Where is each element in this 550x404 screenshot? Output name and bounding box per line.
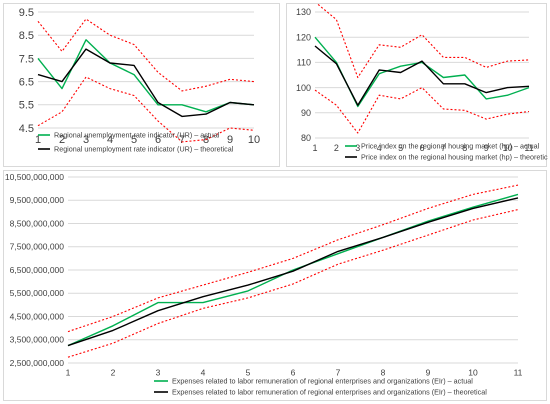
x-tick-label: 8 xyxy=(462,143,467,153)
x-tick-label: 2 xyxy=(111,368,116,378)
x-tick-label: 4 xyxy=(107,134,113,146)
chart-panel-unemployment: 4.5 5.5 6.5 7.5 8.5 9.5 1 2 3 4 5 6 7 8 9 10 Regional un… xyxy=(3,3,280,167)
x-tick-label: 4 xyxy=(377,143,382,153)
y-tick-label: 100 xyxy=(296,83,311,93)
series-line-upper xyxy=(37,18,255,92)
y-tick-label: 5.5 xyxy=(19,100,34,112)
x-tick-label: 10 xyxy=(468,368,478,378)
legend-label-actual: Price index on the regional housing mark… xyxy=(361,142,540,151)
y-tick-label: 90 xyxy=(301,108,311,118)
y-tick-label: 130 xyxy=(296,7,311,17)
x-tick-label: 3 xyxy=(355,143,360,153)
series-line-upper xyxy=(316,4,530,79)
series-line-actual xyxy=(67,193,519,347)
x-tick-label: 1 xyxy=(35,134,41,146)
x-tick-label: 9 xyxy=(426,368,431,378)
labor-expenses-chart: 2,500,000,000 3,500,000,000 4,500,000,000 5… xyxy=(5,172,523,397)
x-tick-label: 9 xyxy=(484,143,489,153)
series-line-lower xyxy=(314,87,530,134)
x-tick-label: 7 xyxy=(441,143,446,153)
x-tick-label: 5 xyxy=(398,143,403,153)
y-tick-label: 7,500,000,000 xyxy=(10,242,65,252)
x-tick-label: 6 xyxy=(291,368,296,378)
x-tick-label: 11 xyxy=(514,368,523,378)
y-tick-label: 120 xyxy=(296,32,311,42)
x-tick-label: 1 xyxy=(312,143,317,153)
chart-panel-labor-expenses: 2,500,000,000 3,500,000,000 4,500,000,000 5… xyxy=(3,170,547,401)
chart-panel-housing-price: 80 90 100 110 120 130 1 2 3 4 5 6 7 8 9 10 11 Price index… xyxy=(286,3,548,167)
series-line-theoretical xyxy=(314,45,530,106)
series-line-lower xyxy=(37,76,255,143)
y-tick-label: 8,500,000,000 xyxy=(10,218,65,228)
x-tick-label: 9 xyxy=(227,134,233,146)
x-tick-label: 5 xyxy=(246,368,251,378)
x-tick-label: 4 xyxy=(201,368,206,378)
x-tick-label: 8 xyxy=(381,368,386,378)
x-tick-label: 6 xyxy=(155,134,161,146)
y-tick-label: 5,500,000,000 xyxy=(10,288,65,298)
y-tick-label: 10,500,000,000 xyxy=(5,172,64,182)
legend-label-actual: Regional unemployment rate indicator (UR… xyxy=(54,131,220,140)
x-tick-label: 5 xyxy=(131,134,137,146)
y-tick-label: 9,500,000,000 xyxy=(10,195,65,205)
y-tick-label: 8.5 xyxy=(19,30,34,42)
x-tick-label: 11 xyxy=(524,143,533,153)
y-tick-label: 6,500,000,000 xyxy=(10,265,65,275)
legend-label-theoretical: Price index on the regional housing mark… xyxy=(361,153,548,162)
x-tick-label: 10 xyxy=(503,143,513,153)
y-tick-label: 6.5 xyxy=(19,76,34,88)
y-tick-label: 110 xyxy=(297,58,311,68)
y-tick-label: 80 xyxy=(301,133,311,143)
legend-label-theoretical: Regional unemployment rate indicator (UR… xyxy=(54,145,234,154)
y-tick-label: 4,500,000,000 xyxy=(10,311,65,321)
x-tick-label: 3 xyxy=(156,368,161,378)
legend-label-theoretical: Expenses related to labor remuneration o… xyxy=(172,388,487,397)
x-tick-label: 1 xyxy=(66,368,71,378)
y-tick-label: 4.5 xyxy=(19,123,34,135)
x-tick-label: 2 xyxy=(59,134,65,146)
y-tick-label: 3,500,000,000 xyxy=(10,335,65,345)
x-tick-label: 7 xyxy=(336,368,341,378)
x-tick-label: 10 xyxy=(248,134,260,146)
y-tick-label: 9.5 xyxy=(19,7,34,19)
series-line-lower xyxy=(67,209,519,358)
series-line-upper xyxy=(67,184,519,333)
x-tick-label: 6 xyxy=(419,143,424,153)
y-tick-label: 2,500,000,000 xyxy=(10,358,65,368)
x-tick-label: 3 xyxy=(83,134,89,146)
x-tick-label: 2 xyxy=(334,143,339,153)
series-line-actual xyxy=(37,39,255,113)
x-tick-label: 7 xyxy=(179,134,185,146)
y-tick-label: 7.5 xyxy=(19,53,34,65)
series-line-theoretical xyxy=(37,48,255,118)
legend-label-actual: Expenses related to labor remuneration o… xyxy=(172,377,473,386)
series-line-theoretical xyxy=(67,197,519,347)
